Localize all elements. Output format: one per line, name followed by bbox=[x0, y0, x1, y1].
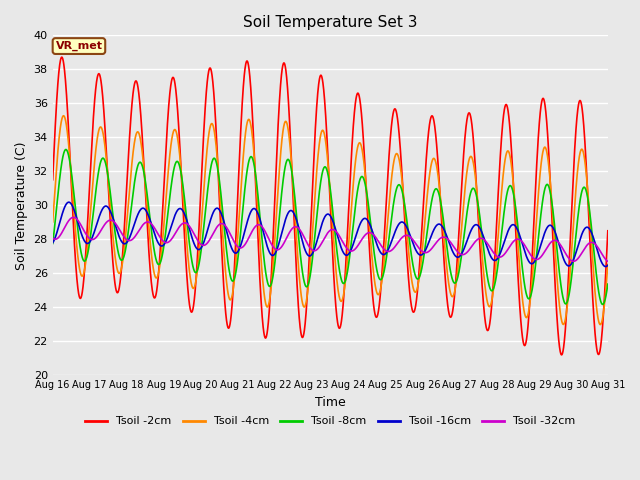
Tsoil -32cm bbox=[49, 235, 56, 241]
Tsoil -2cm bbox=[604, 228, 612, 234]
Tsoil -16cm bbox=[49, 240, 56, 246]
Tsoil -16cm bbox=[112, 225, 120, 231]
Tsoil -32cm bbox=[112, 221, 120, 227]
Tsoil -2cm bbox=[49, 177, 56, 183]
Tsoil -4cm bbox=[593, 309, 601, 315]
Tsoil -4cm bbox=[596, 322, 604, 327]
Text: VR_met: VR_met bbox=[56, 41, 102, 51]
Tsoil -8cm bbox=[593, 277, 601, 283]
Line: Tsoil -16cm: Tsoil -16cm bbox=[52, 202, 608, 266]
Tsoil -32cm bbox=[593, 243, 601, 249]
Tsoil -4cm bbox=[112, 261, 120, 267]
Title: Soil Temperature Set 3: Soil Temperature Set 3 bbox=[243, 15, 417, 30]
Tsoil -4cm bbox=[262, 301, 269, 307]
Tsoil -32cm bbox=[70, 215, 77, 220]
Tsoil -4cm bbox=[286, 140, 294, 146]
Tsoil -32cm bbox=[262, 230, 269, 236]
Tsoil -8cm bbox=[145, 208, 153, 214]
Tsoil -2cm bbox=[58, 54, 65, 60]
Tsoil -8cm bbox=[49, 240, 56, 246]
Tsoil -4cm bbox=[145, 227, 153, 233]
Tsoil -4cm bbox=[534, 206, 541, 212]
Line: Tsoil -4cm: Tsoil -4cm bbox=[52, 116, 608, 324]
Tsoil -16cm bbox=[593, 247, 601, 252]
Tsoil -16cm bbox=[262, 239, 269, 244]
Line: Tsoil -8cm: Tsoil -8cm bbox=[52, 149, 608, 304]
Tsoil -2cm bbox=[262, 335, 269, 341]
Tsoil -4cm bbox=[49, 219, 56, 225]
Tsoil -32cm bbox=[604, 259, 612, 264]
Tsoil -16cm bbox=[286, 208, 294, 214]
Tsoil -8cm bbox=[112, 238, 120, 243]
Tsoil -8cm bbox=[599, 301, 607, 307]
Tsoil -2cm bbox=[557, 352, 565, 358]
Legend: Tsoil -2cm, Tsoil -4cm, Tsoil -8cm, Tsoil -16cm, Tsoil -32cm: Tsoil -2cm, Tsoil -4cm, Tsoil -8cm, Tsoi… bbox=[81, 412, 580, 431]
Line: Tsoil -2cm: Tsoil -2cm bbox=[52, 57, 608, 355]
Tsoil -8cm bbox=[262, 270, 269, 276]
Tsoil -4cm bbox=[60, 113, 67, 119]
Tsoil -4cm bbox=[604, 262, 612, 267]
Tsoil -16cm bbox=[604, 263, 612, 268]
Tsoil -2cm bbox=[593, 349, 601, 355]
Tsoil -8cm bbox=[534, 246, 541, 252]
Tsoil -16cm bbox=[65, 199, 72, 205]
Tsoil -2cm bbox=[145, 252, 153, 258]
Tsoil -2cm bbox=[286, 123, 294, 129]
Tsoil -8cm bbox=[604, 281, 612, 287]
Tsoil -16cm bbox=[145, 215, 153, 220]
Tsoil -32cm bbox=[145, 219, 153, 225]
Tsoil -16cm bbox=[534, 253, 541, 259]
Tsoil -2cm bbox=[534, 151, 541, 157]
Tsoil -2cm bbox=[112, 288, 120, 293]
Tsoil -16cm bbox=[602, 264, 609, 269]
Line: Tsoil -32cm: Tsoil -32cm bbox=[52, 217, 608, 262]
Tsoil -32cm bbox=[534, 256, 541, 262]
Tsoil -8cm bbox=[62, 146, 70, 152]
Tsoil -8cm bbox=[286, 159, 294, 165]
Y-axis label: Soil Temperature (C): Soil Temperature (C) bbox=[15, 141, 28, 270]
Tsoil -32cm bbox=[286, 229, 294, 235]
X-axis label: Time: Time bbox=[315, 396, 346, 408]
